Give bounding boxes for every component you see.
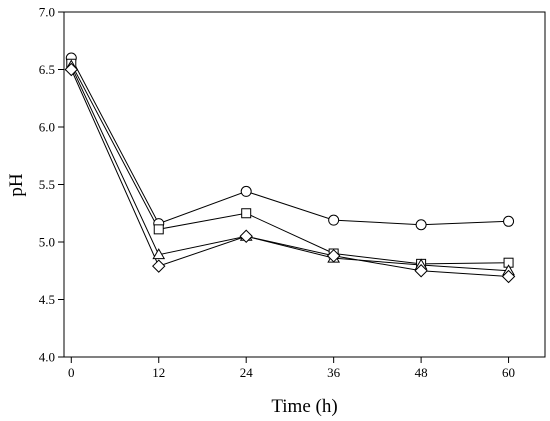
x-axis-title: Time (h): [271, 396, 337, 417]
y-tick-label: 6.5: [39, 62, 55, 77]
series-line-triangle: [70, 65, 509, 272]
series-line-circle: [70, 57, 509, 226]
y-tick-label: 4.5: [39, 292, 55, 307]
y-axis-title: pH: [6, 173, 27, 197]
data-point-square: [241, 208, 252, 219]
x-tick-label: 24: [240, 365, 254, 380]
x-tick-label: 48: [415, 365, 428, 380]
data-point-diamond: [239, 229, 253, 243]
y-tick-label: 7.0: [39, 5, 55, 20]
x-axis: 0 12 24 36 48 60: [68, 357, 515, 380]
series-line-diamond: [70, 69, 509, 277]
data-point-diamond: [152, 259, 166, 273]
x-tick-label: 12: [152, 365, 165, 380]
y-axis: 4.0 4.5 5.0 5.5 6.0 6.5 7.0: [39, 5, 64, 365]
data-point-triangle: [152, 248, 166, 260]
y-tick-label: 6.0: [39, 120, 55, 135]
data-point-diamond: [326, 249, 341, 263]
x-tick-label: 0: [68, 365, 75, 380]
series-line-square: [70, 63, 509, 265]
y-tick-label: 5.5: [39, 177, 55, 192]
plot-frame: [63, 11, 546, 358]
data-point-square: [153, 224, 164, 235]
x-tick-label: 36: [327, 365, 341, 380]
data-point-circle: [415, 219, 427, 231]
data-point-diamond: [414, 264, 428, 278]
data-point-circle: [240, 185, 252, 197]
data-point-diamond: [64, 62, 78, 77]
data-point-circle: [328, 214, 340, 226]
y-tick-label: 4.0: [39, 350, 55, 365]
data-point-circle: [503, 215, 515, 227]
series-layer: [64, 52, 516, 284]
x-tick-label: 60: [502, 365, 515, 380]
y-tick-label: 5.0: [39, 235, 55, 250]
data-point-diamond: [501, 269, 516, 284]
